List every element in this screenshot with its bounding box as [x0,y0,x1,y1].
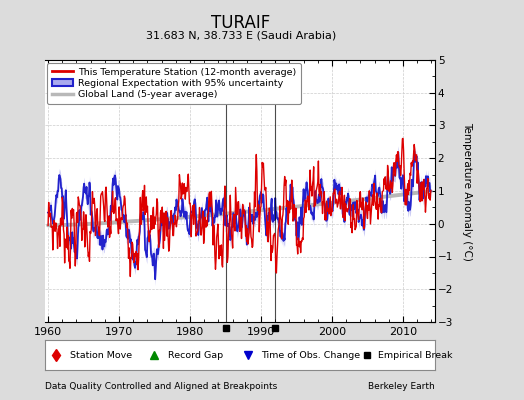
Text: Time of Obs. Change: Time of Obs. Change [261,350,361,360]
Text: TURAIF: TURAIF [211,14,271,32]
Text: Station Move: Station Move [70,350,132,360]
Text: Empirical Break: Empirical Break [378,350,453,360]
Text: 31.683 N, 38.733 E (Saudi Arabia): 31.683 N, 38.733 E (Saudi Arabia) [146,30,336,40]
Text: Record Gap: Record Gap [168,350,223,360]
Text: Berkeley Earth: Berkeley Earth [368,382,435,391]
Text: Data Quality Controlled and Aligned at Breakpoints: Data Quality Controlled and Aligned at B… [45,382,277,391]
Y-axis label: Temperature Anomaly (°C): Temperature Anomaly (°C) [463,122,473,260]
Legend: This Temperature Station (12-month average), Regional Expectation with 95% uncer: This Temperature Station (12-month avera… [47,63,301,104]
